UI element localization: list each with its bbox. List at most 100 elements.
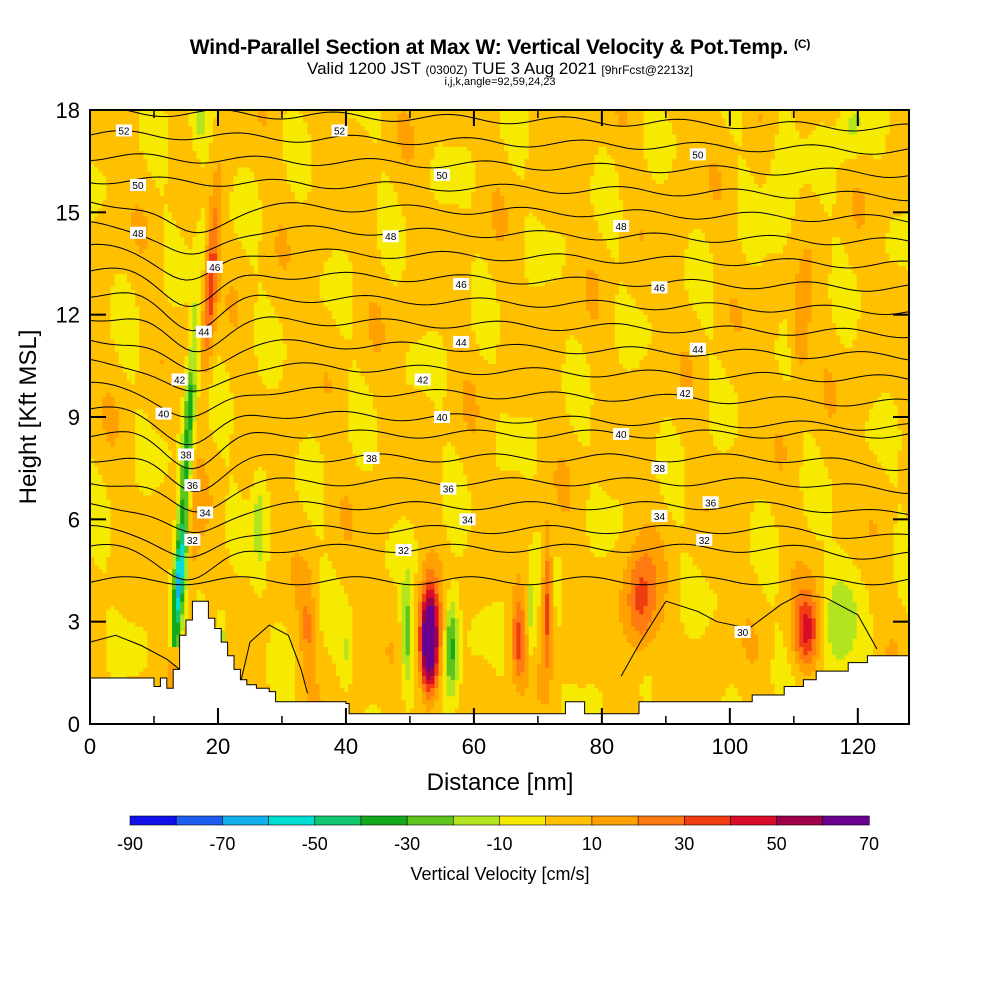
velocity-cell (238, 122, 243, 127)
velocity-cell (254, 126, 259, 130)
velocity-cell (229, 135, 234, 140)
velocity-cell (598, 135, 603, 140)
velocity-cell (406, 139, 411, 144)
velocity-cell (701, 131, 706, 136)
velocity-cell (521, 131, 526, 136)
velocity-cell (123, 118, 128, 123)
velocity-cell (287, 131, 292, 136)
velocity-cell (488, 126, 493, 130)
velocity-cell (533, 114, 538, 119)
velocity-cell (783, 135, 788, 140)
velocity-cell (443, 131, 448, 136)
velocity-cell (238, 118, 243, 123)
velocity-cell (447, 122, 452, 127)
velocity-cell (262, 139, 267, 144)
velocity-cell (885, 114, 890, 119)
velocity-cell (172, 131, 177, 136)
velocity-cell (439, 126, 444, 130)
velocity-cell (721, 139, 726, 144)
velocity-cell (791, 139, 796, 144)
velocity-cell (656, 122, 661, 127)
velocity-cell (570, 135, 575, 140)
velocity-cell (541, 126, 546, 130)
velocity-cell (283, 135, 288, 140)
velocity-cell (730, 131, 735, 136)
velocity-cell (865, 122, 870, 127)
velocity-cell (389, 114, 394, 119)
velocity-cell (480, 122, 485, 127)
velocity-cell (676, 131, 681, 136)
velocity-cell (357, 139, 362, 144)
velocity-cell (570, 122, 575, 127)
velocity-cell (111, 122, 116, 127)
velocity-cell (693, 126, 698, 130)
velocity-cell (734, 139, 739, 144)
velocity-cell (631, 139, 636, 144)
velocity-cell (869, 131, 874, 136)
velocity-cell (213, 126, 218, 130)
velocity-cell (115, 114, 120, 119)
velocity-cell (783, 114, 788, 119)
velocity-cell (480, 114, 485, 119)
velocity-cell (746, 139, 751, 144)
velocity-cell (135, 135, 140, 140)
velocity-cell (225, 114, 230, 119)
velocity-cell (98, 139, 103, 144)
velocity-cell (873, 114, 878, 119)
velocity-cell (176, 135, 181, 140)
velocity-cell (791, 131, 796, 136)
velocity-cell (398, 135, 403, 140)
velocity-cell (299, 131, 304, 136)
velocity-cell (898, 135, 903, 140)
velocity-cell (398, 114, 403, 119)
velocity-cell (123, 114, 128, 119)
velocity-cell (779, 131, 784, 136)
velocity-cell (795, 126, 800, 130)
velocity-cell (336, 114, 341, 119)
velocity-cell (705, 135, 710, 140)
velocity-cell (94, 118, 99, 123)
velocity-cell (348, 131, 353, 136)
velocity-cell (541, 135, 546, 140)
velocity-cell (328, 118, 333, 123)
velocity-cell (250, 126, 255, 130)
velocity-cell (566, 131, 571, 136)
velocity-cell (902, 135, 907, 140)
velocity-cell (229, 139, 234, 144)
velocity-cell (672, 131, 677, 136)
velocity-cell (705, 118, 710, 123)
velocity-cell (693, 131, 698, 136)
velocity-cell (693, 135, 698, 140)
velocity-cell (266, 131, 271, 136)
velocity-cell (668, 118, 673, 123)
velocity-cell (861, 122, 866, 127)
velocity-cell (242, 126, 247, 130)
velocity-cell (836, 118, 841, 123)
velocity-cell (537, 131, 542, 136)
velocity-cell (102, 139, 107, 144)
velocity-cell (443, 118, 448, 123)
velocity-cell (516, 135, 521, 140)
velocity-cell (832, 122, 837, 127)
velocity-cell (758, 135, 763, 140)
velocity-cell (738, 131, 743, 136)
velocity-cell (332, 118, 337, 123)
velocity-cell (217, 126, 222, 130)
velocity-cell (463, 135, 468, 140)
velocity-cell (106, 118, 111, 123)
velocity-cell (734, 135, 739, 140)
velocity-cell (639, 139, 644, 144)
velocity-cell (377, 122, 382, 127)
velocity-cell (188, 122, 193, 127)
velocity-cell (771, 131, 776, 136)
velocity-cell (332, 139, 337, 144)
velocity-cell (521, 135, 526, 140)
velocity-cell (840, 114, 845, 119)
velocity-cell (172, 122, 177, 127)
velocity-cell (488, 114, 493, 119)
velocity-cell (471, 139, 476, 144)
velocity-cell (385, 126, 390, 130)
velocity-cell (258, 118, 263, 123)
velocity-cell (578, 131, 583, 136)
velocity-cell (541, 122, 546, 127)
